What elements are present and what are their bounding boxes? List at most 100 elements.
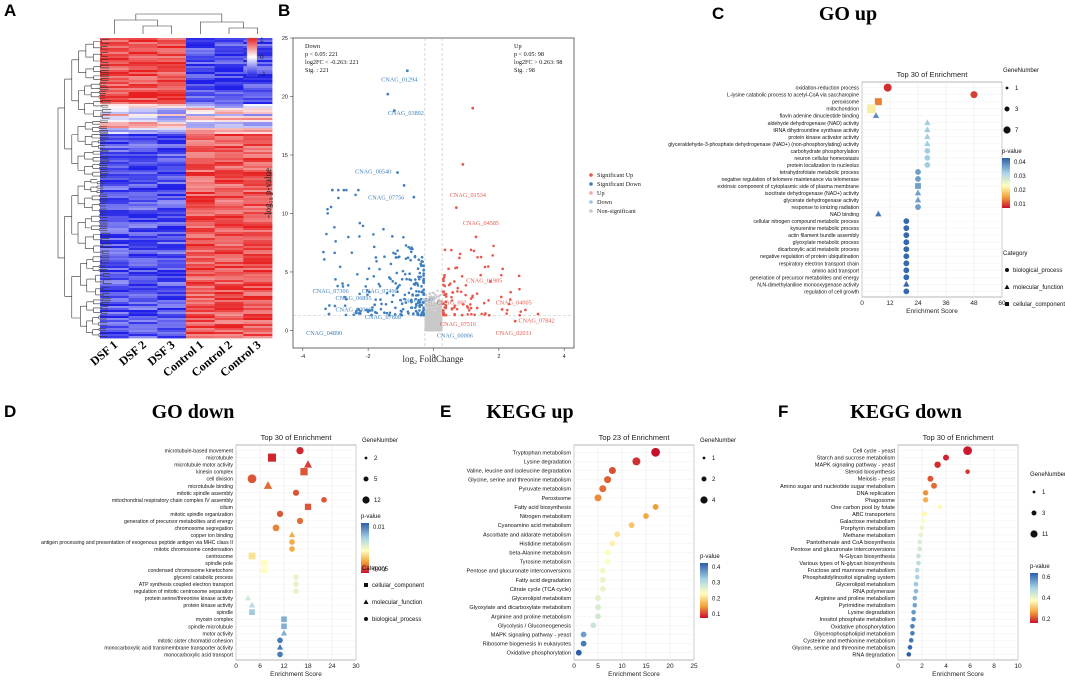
volcano-up-summary: Up bbox=[514, 43, 522, 50]
volcano-point-up bbox=[509, 290, 512, 294]
dotplot-term-label: glyceraldehyde-3-phosphate dehydrogenase… bbox=[668, 142, 859, 148]
dotplot-term-label: cell division bbox=[206, 477, 233, 483]
volcano-ytick-label: 5 bbox=[285, 270, 288, 276]
volcano-point-up bbox=[444, 303, 448, 307]
dendro-left-branch bbox=[101, 59, 109, 63]
dotplot-marker-circle bbox=[277, 637, 283, 644]
dendro-left-branch bbox=[92, 127, 100, 132]
heatmap-cell bbox=[157, 232, 187, 235]
heatmap-cell bbox=[100, 166, 130, 169]
heatmap-cell bbox=[157, 68, 187, 71]
volcano-gene-label-up: CNAG_07516 bbox=[440, 321, 476, 328]
heatmap-cell bbox=[186, 234, 216, 237]
dendro-left-branch bbox=[101, 39, 110, 44]
heatmap-cell bbox=[243, 262, 273, 265]
heatmap-cell bbox=[214, 94, 244, 97]
heatmap-cell bbox=[157, 54, 187, 57]
dotplot-marker-square bbox=[267, 453, 277, 462]
volcano-point-up bbox=[500, 273, 503, 277]
heatmap-cell bbox=[214, 124, 244, 127]
heatmap-cell bbox=[100, 282, 130, 285]
volcano-point-up bbox=[480, 312, 484, 316]
dotplot-term-label: Glycerolipid metabolism bbox=[836, 582, 896, 588]
dendro-left-branch bbox=[93, 110, 103, 117]
dotplot-term-label: condensed chromosome kinetochore bbox=[148, 568, 233, 574]
heatmap-cell bbox=[243, 82, 273, 85]
heatmap-cell bbox=[214, 302, 244, 305]
dendro-left-branch bbox=[84, 218, 92, 229]
heatmap-cell bbox=[186, 248, 216, 251]
heatmap-cell bbox=[128, 210, 158, 213]
volcano-point-down bbox=[374, 298, 377, 301]
heatmap-cell bbox=[243, 96, 273, 99]
dotplot-marker-circle bbox=[920, 518, 926, 524]
heatmap-cell bbox=[128, 330, 158, 333]
heatmap-cell bbox=[214, 56, 244, 59]
heatmap-cell bbox=[214, 278, 244, 281]
heatmap-cell bbox=[243, 150, 273, 153]
heatmap-cell bbox=[214, 314, 244, 317]
volcano-point-down bbox=[333, 304, 337, 308]
dotplot-xtick-label: 6 bbox=[258, 663, 262, 670]
dendro-left-branch bbox=[86, 320, 93, 334]
dotplot-term-label: Glyoxylate and dicarboxylate metabolism bbox=[469, 605, 571, 611]
heatmap-cell bbox=[243, 270, 273, 273]
dotplot-marker-circle bbox=[913, 588, 919, 594]
volcano-point-nonsig bbox=[427, 326, 430, 330]
volcano-point-up bbox=[461, 162, 465, 166]
dotplot-size-legend-label: 12 bbox=[374, 498, 381, 504]
dotplot-category-triangle bbox=[1004, 284, 1010, 289]
heatmap-cell bbox=[100, 250, 130, 253]
dotplot-term-label: Phosphatidylinositol signaling system bbox=[803, 575, 896, 581]
heatmap-cell bbox=[100, 316, 130, 319]
volcano-gene-label-up: CNAG_04005 bbox=[496, 300, 532, 307]
heatmap-cell bbox=[186, 286, 216, 289]
dendro-left-branch bbox=[93, 245, 103, 253]
dotplot-term-label: Pantothenate and CoA biosynthesis bbox=[806, 540, 895, 546]
dendro-left-branch bbox=[84, 122, 93, 130]
volcano-point-down bbox=[407, 291, 411, 295]
dendro-left-branch bbox=[101, 311, 108, 314]
volcano-point-nonsig bbox=[430, 295, 433, 298]
dotplot-size-legend-title: GeneNumber bbox=[362, 438, 398, 444]
volcano-point-down bbox=[364, 308, 368, 312]
heatmap-cell bbox=[100, 204, 130, 207]
volcano-point-up bbox=[460, 275, 464, 278]
volcano-point-down bbox=[415, 282, 419, 285]
dendro-left-branch bbox=[86, 278, 96, 293]
heatmap-cell bbox=[214, 188, 244, 191]
volcano-gene-label-up: CNAG_01905 bbox=[466, 277, 502, 284]
dotplot-term-label: aldehyde dehydrogenase (NAD) activity bbox=[768, 121, 860, 127]
volcano-point-down bbox=[365, 289, 369, 292]
heatmap-cell bbox=[186, 96, 216, 99]
heatmap-cell bbox=[100, 168, 130, 171]
dendro-left-branch bbox=[101, 52, 108, 57]
dotplot-term-label: Glycerolipid metabolism bbox=[512, 596, 572, 602]
dendro-left-branch bbox=[85, 43, 94, 58]
volcano-point-up bbox=[505, 312, 508, 315]
heatmap-cell bbox=[157, 118, 187, 121]
dotplot-marker-circle bbox=[595, 604, 601, 611]
heatmap-cell bbox=[214, 158, 244, 161]
heatmap-cell bbox=[100, 98, 130, 101]
heatmap-cell bbox=[100, 192, 130, 195]
heatmap-cell bbox=[157, 240, 187, 243]
heatmap-cell bbox=[214, 144, 244, 147]
heatmap-cell bbox=[243, 86, 273, 89]
heatmap-cell bbox=[243, 154, 273, 157]
heatmap-cell bbox=[186, 62, 216, 65]
dotplot-marker-square bbox=[300, 468, 308, 476]
heatmap-cell bbox=[186, 164, 216, 167]
heatmap-cell bbox=[100, 210, 130, 213]
dotplot-marker-circle bbox=[652, 504, 659, 510]
heatmap-cell bbox=[157, 164, 187, 167]
heatmap-cell bbox=[186, 52, 216, 55]
volcano-point-down bbox=[347, 235, 350, 239]
heatmap-cell bbox=[100, 312, 130, 315]
heatmap-cell bbox=[243, 306, 273, 309]
dotplot-marker-circle bbox=[580, 631, 587, 638]
volcano-point-down bbox=[358, 235, 361, 238]
dotplot-size-legend-label: 1 bbox=[1042, 490, 1046, 496]
heatmap-cell bbox=[100, 96, 130, 99]
heatmap-cell bbox=[186, 336, 216, 339]
